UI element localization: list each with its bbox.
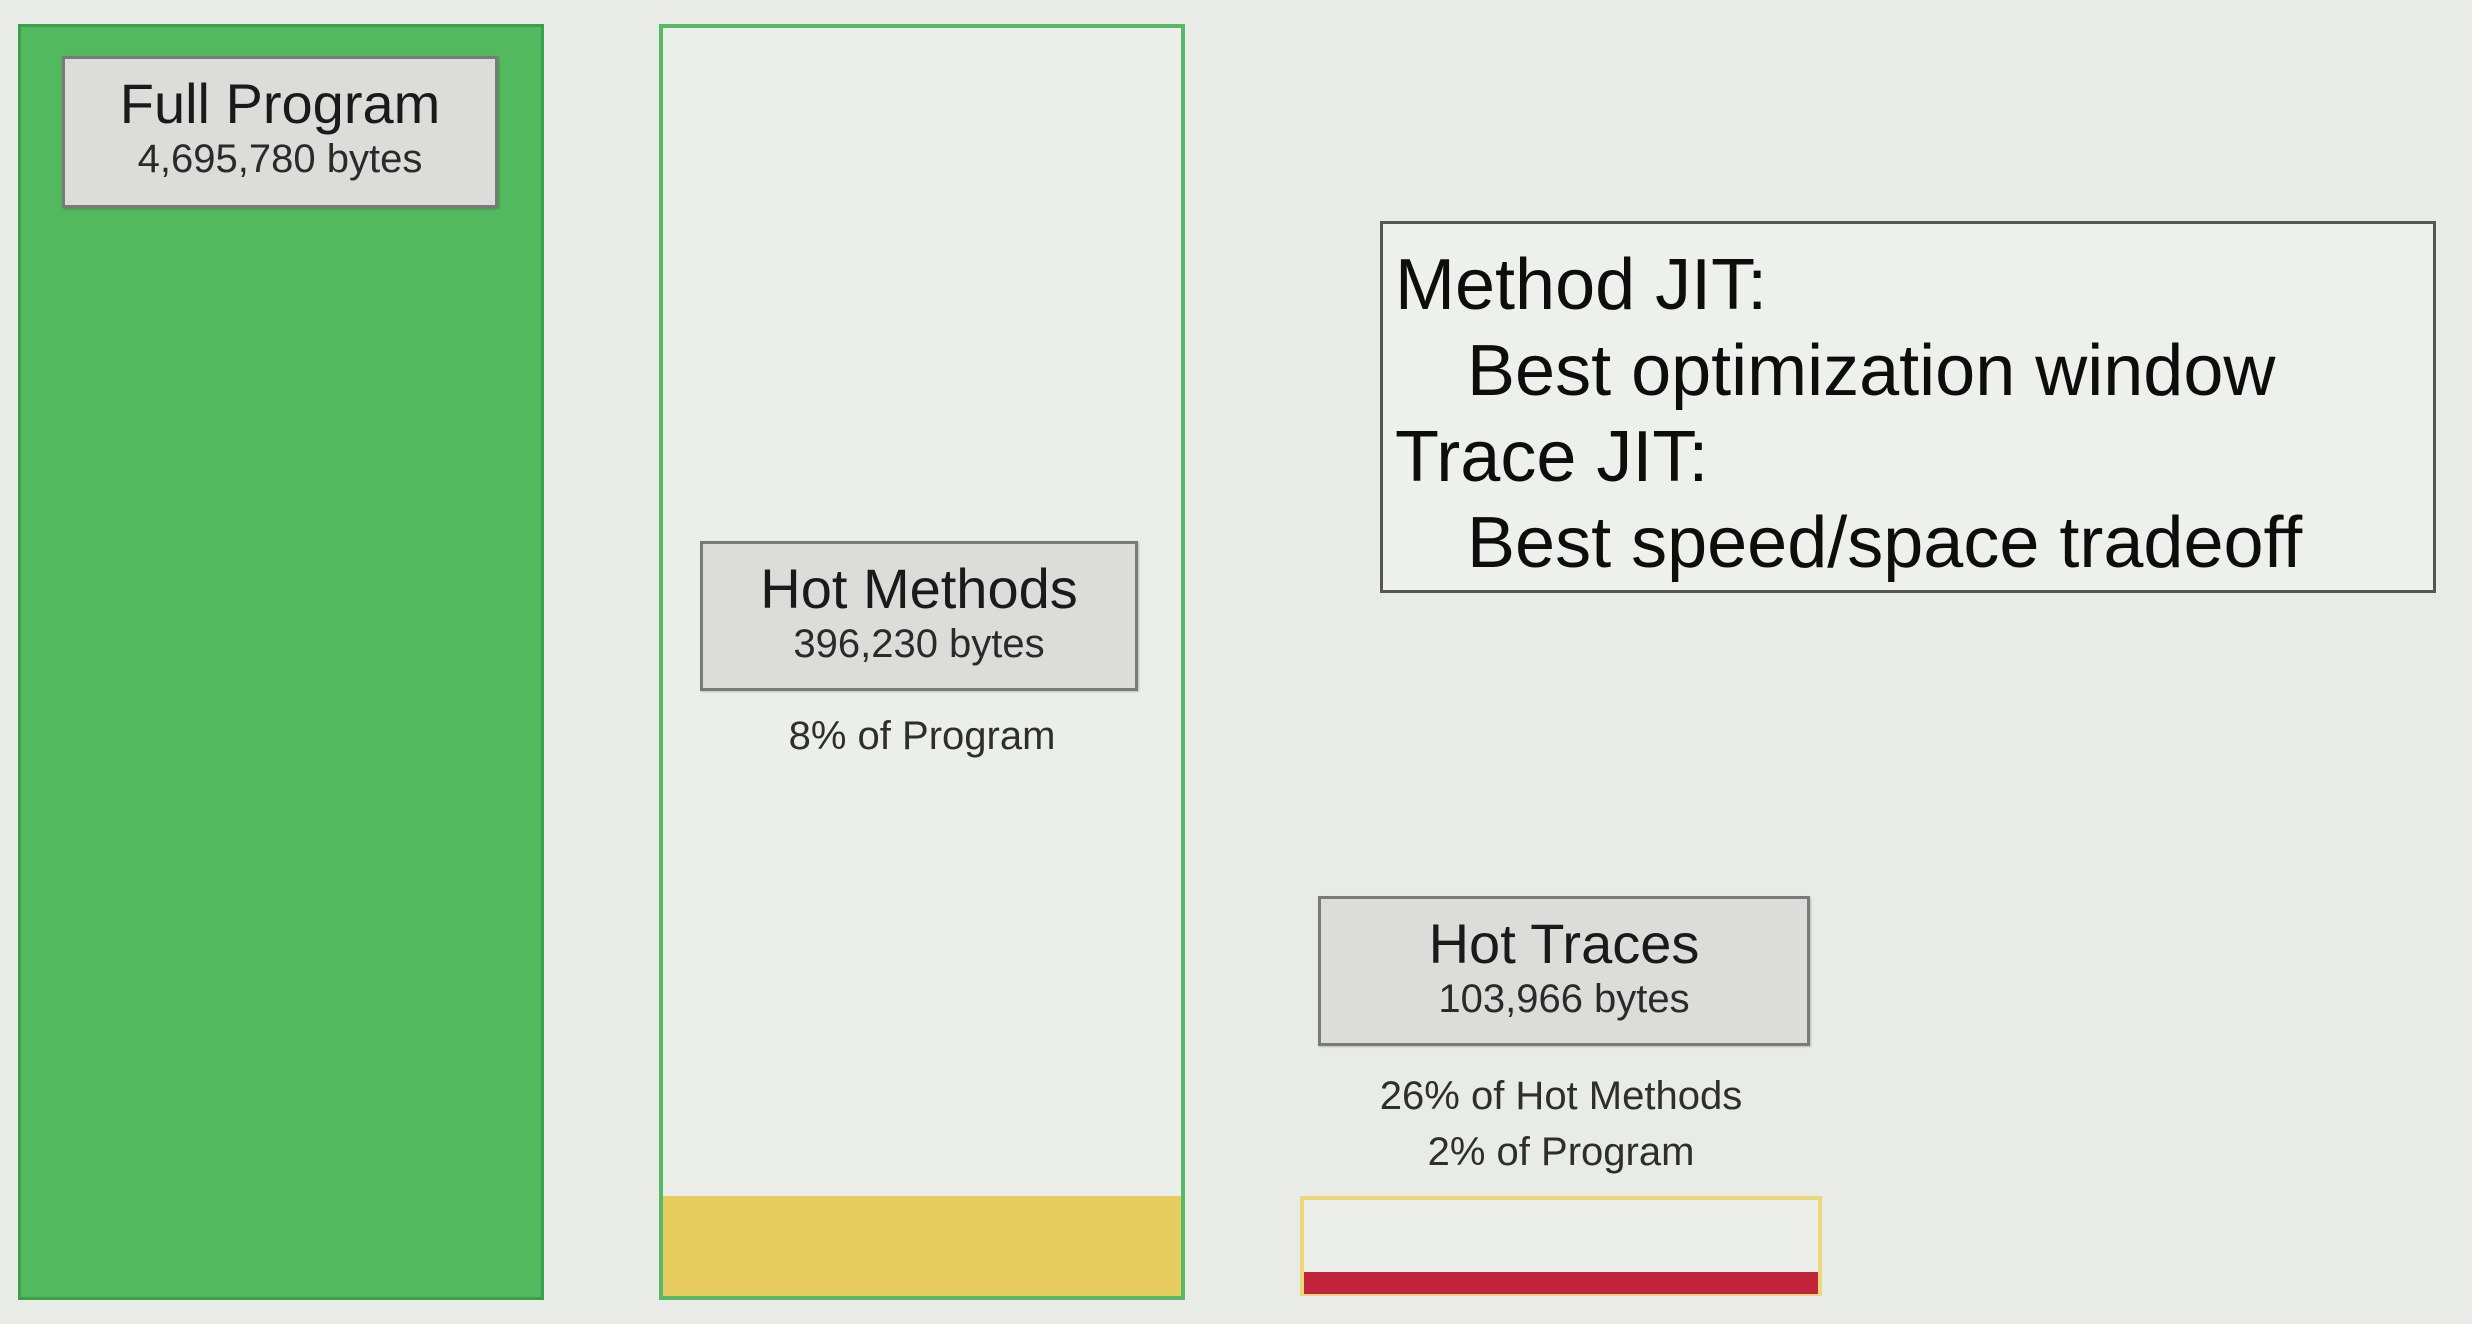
full-program-bytes: 4,695,780 bytes (137, 137, 423, 181)
hot-methods-title: Hot Methods (760, 557, 1078, 620)
hot-traces-note-program: 2% of Program (1427, 1130, 1695, 1174)
jit-comparison-box: Method JIT: Best optimization window Tra… (1380, 221, 2436, 593)
method-jit-detail: Best optimization window (1467, 331, 2276, 411)
hot-traces-note-methods: 26% of Hot Methods (1379, 1074, 1743, 1118)
trace-jit-detail: Best speed/space tradeoff (1467, 503, 2303, 583)
trace-jit-heading: Trace JIT: (1395, 417, 1709, 497)
hot-traces-fill (1304, 1272, 1818, 1294)
full-program-label: Full Program 4,695,780 bytes (62, 56, 498, 208)
hot-traces-title: Hot Traces (1428, 912, 1700, 975)
hot-methods-fill (663, 1196, 1181, 1296)
full-program-title: Full Program (119, 72, 441, 135)
full-program-bar (18, 24, 544, 1300)
hot-methods-percent-note: 8% of Program (788, 714, 1056, 758)
hot-traces-percent-notes: 26% of Hot Methods 2% of Program (1300, 1068, 1822, 1180)
hot-traces-bytes: 103,966 bytes (1438, 977, 1690, 1021)
hot-traces-label: Hot Traces 103,966 bytes (1318, 896, 1810, 1046)
hot-methods-label: Hot Methods 396,230 bytes (700, 541, 1138, 691)
hot-methods-bytes: 396,230 bytes (793, 622, 1045, 666)
method-jit-heading: Method JIT: (1395, 245, 1768, 325)
